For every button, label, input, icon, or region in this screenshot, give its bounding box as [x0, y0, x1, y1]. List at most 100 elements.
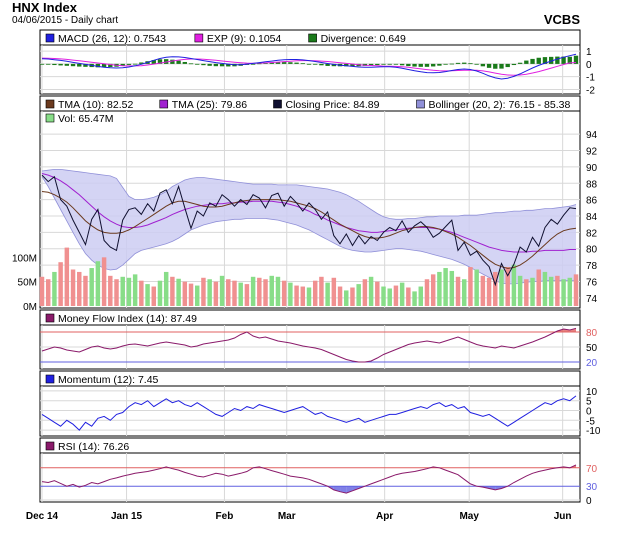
divergence-bar — [58, 63, 63, 66]
volume-bar — [337, 286, 343, 306]
volume-bar — [412, 291, 417, 306]
legend-label-price-2: Closing Price: 84.89 — [286, 99, 380, 111]
divergence-bar — [39, 63, 45, 65]
volume-bar — [536, 269, 541, 306]
macd-tick-2: -1 — [586, 73, 595, 84]
divergence-bar — [418, 63, 423, 67]
tma10-line — [41, 191, 577, 269]
volume-bar — [449, 270, 455, 306]
volume-bar — [387, 288, 392, 306]
volume-bar — [145, 284, 150, 306]
x-tick-label-0: Dec 14 — [26, 511, 59, 522]
volume-bar — [244, 284, 250, 306]
volume-bar — [455, 276, 461, 306]
divergence-bar — [399, 63, 405, 66]
divergence-bar — [288, 62, 293, 64]
divergence-bar — [201, 63, 206, 66]
price-tick-3: 88 — [586, 179, 598, 190]
legend-swatch-macd-0 — [45, 33, 55, 43]
volume-bar — [468, 267, 473, 306]
legend-label-rsi-0: RSI (14): 76.26 — [58, 441, 129, 453]
legend-swatch-price-2 — [273, 99, 282, 109]
momentum-tick-1: 5 — [586, 397, 592, 408]
macd-tick-1: 0 — [586, 60, 592, 71]
divergence-bar — [431, 63, 436, 67]
divergence-bar — [437, 63, 442, 66]
divergence-bar — [275, 62, 281, 64]
x-tick-label-6: Jun — [554, 511, 572, 522]
legend-swatch-momentum-0 — [45, 374, 55, 384]
volume-bar — [250, 276, 256, 306]
volume-bar — [83, 275, 88, 306]
divergence-bar — [368, 63, 374, 66]
divergence-bar — [195, 63, 200, 65]
volume-bar — [493, 271, 498, 306]
volume-bar — [542, 271, 548, 306]
price-tick-1: 92 — [586, 147, 598, 158]
momentum-tick-4: -10 — [586, 426, 601, 437]
volume-bar — [399, 282, 405, 306]
volume-bar — [226, 279, 231, 306]
panel-frame-momentum — [39, 370, 581, 437]
volume-tick-0: 100M — [12, 253, 37, 264]
volume-bar — [213, 281, 219, 306]
bollinger-lower — [41, 176, 577, 285]
divergence-bar — [381, 63, 386, 65]
legend-swatch-price-0 — [45, 99, 55, 109]
volume-bar — [101, 257, 107, 306]
volume-bar — [300, 286, 306, 306]
divergence-bar — [151, 60, 156, 64]
volume-bar — [350, 287, 355, 306]
x-tick-label-2: Feb — [216, 511, 234, 522]
divergence-bar — [101, 63, 107, 68]
volume-bar — [207, 279, 212, 306]
momentum-tick-0: 10 — [586, 387, 598, 398]
price-tick-8: 78 — [586, 261, 598, 272]
momentum-tick-3: -5 — [586, 416, 595, 427]
rsi-tick-0: 70 — [586, 464, 598, 475]
legend-label-mfi-0: Money Flow Index (14): 87.49 — [58, 313, 197, 325]
divergence-bar — [486, 63, 492, 68]
divergence-bar — [524, 60, 529, 64]
volume-bar — [474, 269, 479, 306]
volume-bar — [139, 280, 144, 306]
mfi-line — [41, 327, 577, 363]
divergence-bar — [294, 62, 299, 64]
volume-bar — [151, 286, 157, 306]
volume-bar — [548, 276, 554, 306]
panel-frame-mfi — [39, 309, 581, 370]
divergence-bar — [77, 63, 82, 67]
divergence-bar — [188, 63, 194, 65]
divergence-bar — [139, 62, 144, 64]
divergence-bar — [511, 63, 517, 66]
divergence-bar — [108, 63, 113, 68]
divergence-bar — [331, 63, 337, 67]
divergence-bar — [269, 62, 274, 64]
volume-bar — [524, 279, 529, 306]
volume-bar — [157, 280, 163, 306]
volume-bar — [108, 275, 113, 306]
price-tick-0: 94 — [586, 130, 598, 141]
x-tick-label-1: Jan 15 — [111, 511, 143, 522]
price-tick-2: 90 — [586, 163, 598, 174]
macd-tick-3: -2 — [586, 85, 595, 96]
divergence-bar — [406, 63, 411, 67]
legend-swatch-price-3 — [416, 99, 425, 109]
volume-bar — [437, 271, 442, 306]
volume-bar — [182, 281, 188, 306]
panel-frame-rsi — [39, 437, 581, 503]
divergence-bar — [325, 63, 330, 66]
divergence-bar — [536, 57, 541, 64]
divergence-bar — [313, 63, 318, 65]
volume-bar — [64, 247, 70, 306]
divergence-bar — [319, 63, 324, 66]
divergence-bar — [424, 63, 430, 67]
divergence-bar — [281, 62, 287, 64]
divergence-bar — [493, 63, 498, 69]
volume-bar — [126, 277, 132, 306]
divergence-bar — [505, 63, 510, 68]
divergence-bar — [542, 57, 548, 64]
divergence-bar — [499, 63, 504, 69]
divergence-bar — [561, 56, 566, 64]
legend-swatch-price-4 — [45, 113, 55, 123]
